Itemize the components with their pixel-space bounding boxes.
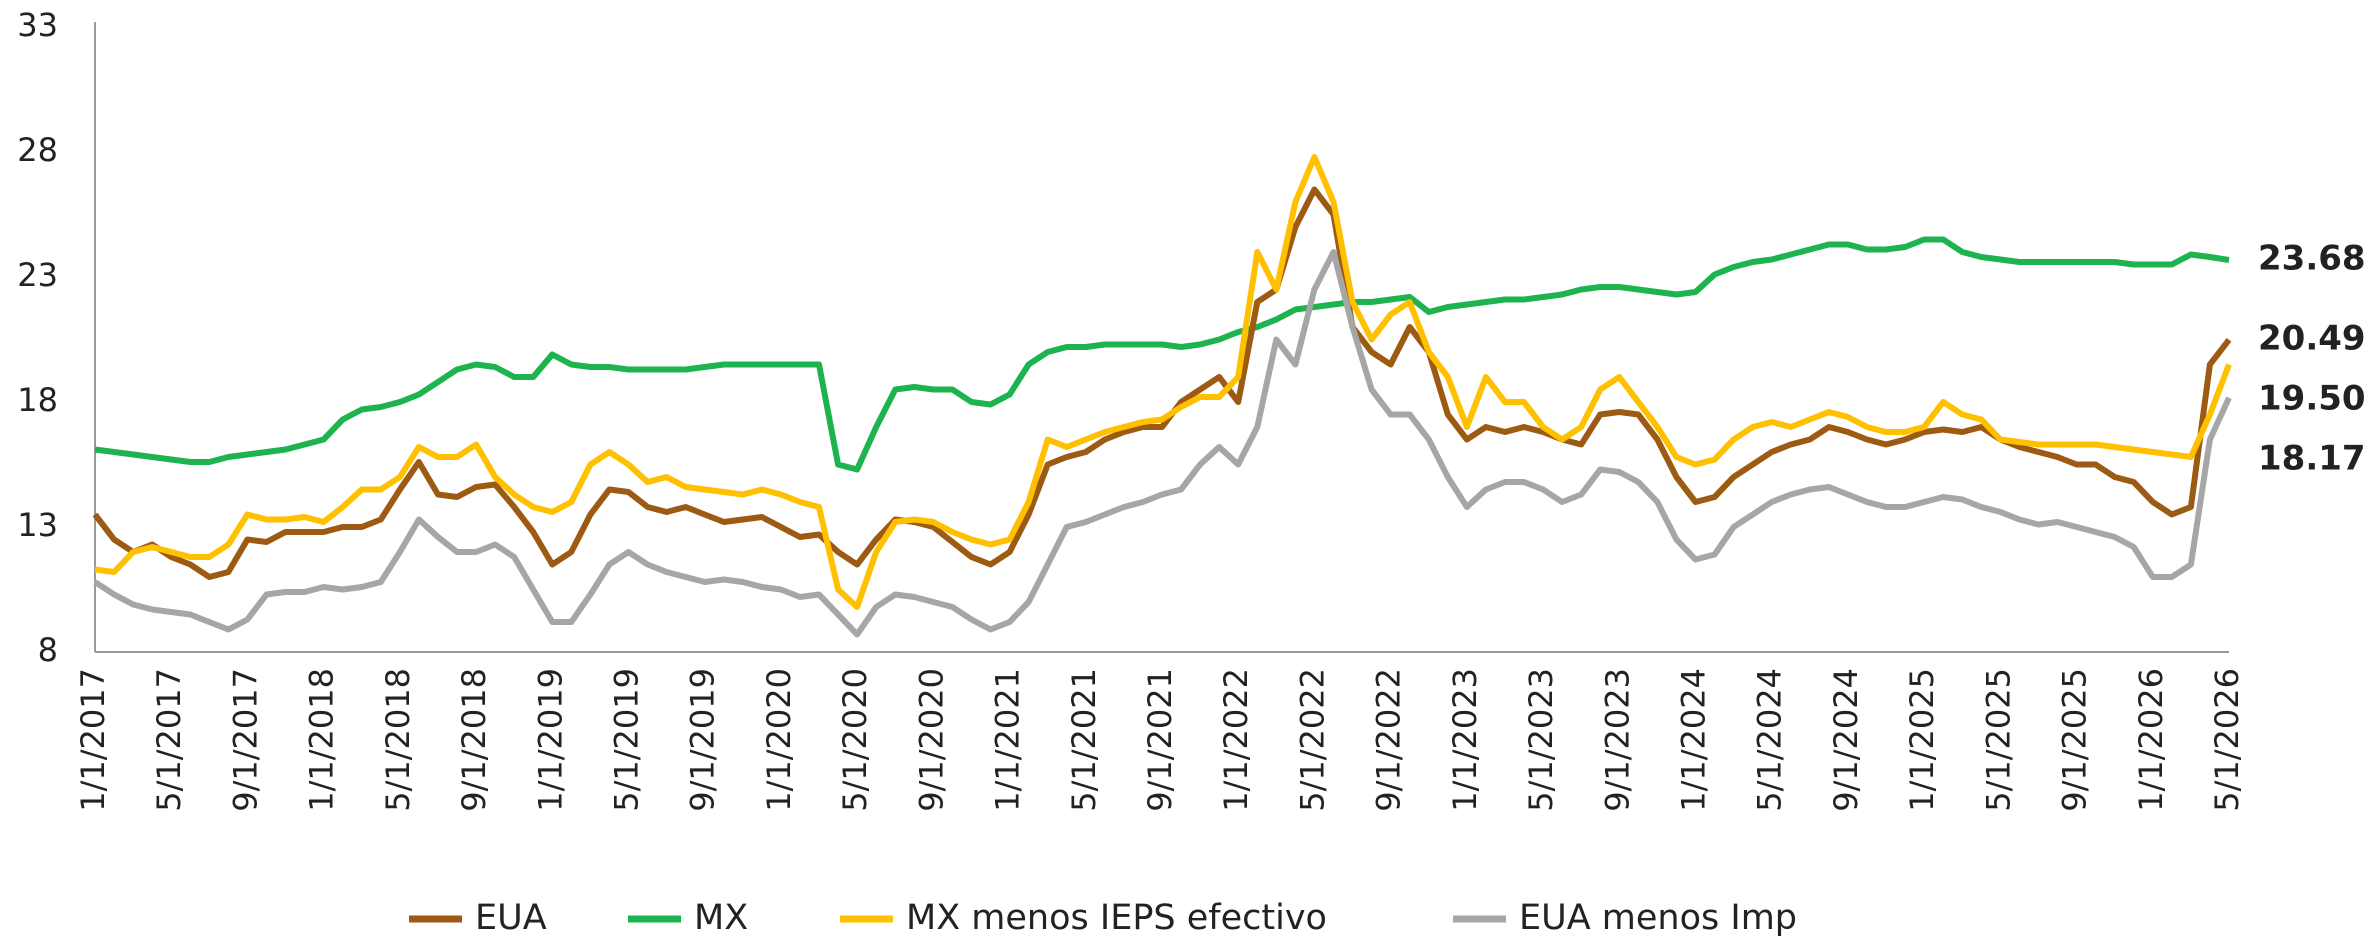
- end-label: 20.49: [2258, 318, 2366, 358]
- y-tick-label: 33: [17, 6, 58, 44]
- x-tick-label: 1/1/2023: [1446, 668, 1484, 812]
- x-tick-label: 9/1/2021: [1141, 668, 1179, 812]
- end-label: 18.17: [2258, 438, 2366, 478]
- y-tick-label: 18: [17, 381, 58, 419]
- x-tick-label: 9/1/2017: [226, 668, 264, 812]
- x-tick-label: 1/1/2020: [760, 668, 798, 812]
- series-line: [94, 236, 2230, 473]
- x-tick-label: 9/1/2020: [912, 668, 950, 812]
- x-tick-label: 9/1/2025: [2056, 668, 2094, 812]
- x-tick-label: 5/1/2021: [1065, 668, 1103, 812]
- x-tick-label: 5/1/2024: [1751, 668, 1789, 812]
- x-tick-label: 5/1/2023: [1522, 668, 1560, 812]
- end-label: 19.50: [2258, 378, 2366, 418]
- y-tick-label: 23: [17, 256, 58, 294]
- x-tick-label: 9/1/2023: [1598, 668, 1636, 812]
- x-tick-label: 9/1/2022: [1370, 668, 1408, 812]
- legend-label: MX: [694, 898, 748, 938]
- end-label: 23.68: [2258, 239, 2366, 279]
- legend-label: MX menos IEPS efectivo: [906, 898, 1327, 938]
- x-tick-label: 9/1/2018: [455, 668, 493, 812]
- x-tick-label: 1/1/2024: [1675, 668, 1713, 812]
- x-tick-label: 1/1/2025: [1903, 668, 1941, 812]
- x-tick-label: 1/1/2018: [303, 668, 341, 812]
- legend-label: EUA: [475, 898, 547, 938]
- x-tick-label: 5/1/2025: [1979, 668, 2017, 812]
- x-tick-label: 5/1/2022: [1293, 668, 1331, 812]
- x-tick-label: 1/1/2017: [74, 668, 112, 812]
- x-tick-label: 1/1/2021: [989, 668, 1027, 812]
- series-line: [93, 249, 2232, 638]
- x-tick-label: 5/1/2019: [608, 668, 646, 812]
- legend-label: EUA menos Imp: [1519, 898, 1797, 938]
- x-tick-label: 5/1/2026: [2208, 668, 2246, 812]
- y-tick-label: 8: [38, 631, 58, 669]
- x-tick-label: 1/1/2022: [1217, 668, 1255, 812]
- y-tick-label: 28: [17, 131, 58, 169]
- series-line: [92, 186, 2232, 580]
- series-line: [94, 154, 2232, 610]
- x-tick-label: 9/1/2024: [1827, 668, 1865, 812]
- x-tick-label: 5/1/2017: [150, 668, 188, 812]
- y-tick-label: 13: [17, 506, 58, 544]
- x-tick-label: 5/1/2018: [379, 668, 417, 812]
- x-tick-label: 9/1/2019: [684, 668, 722, 812]
- x-tick-label: 5/1/2020: [836, 668, 874, 812]
- x-tick-label: 1/1/2019: [531, 668, 569, 812]
- x-tick-label: 1/1/2026: [2132, 668, 2170, 812]
